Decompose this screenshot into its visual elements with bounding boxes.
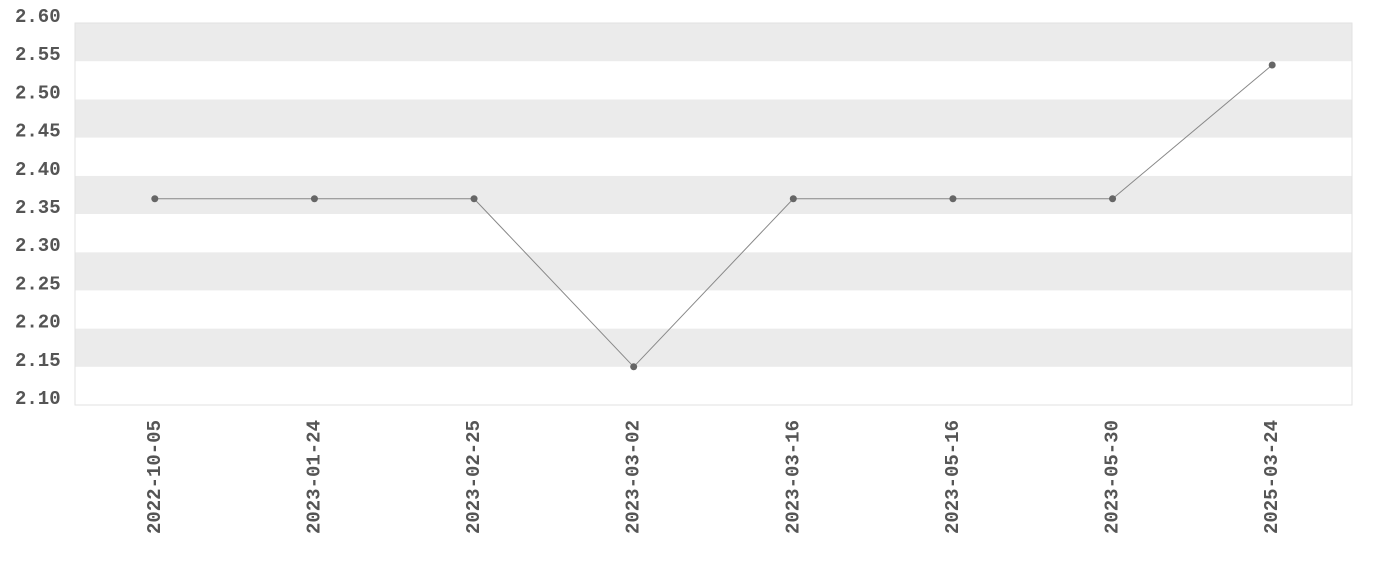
data-point xyxy=(949,195,957,203)
grid-band xyxy=(75,252,1352,291)
x-tick-label: 2023-02-25 xyxy=(463,420,485,534)
y-tick-label: 2.10 xyxy=(15,388,61,410)
data-point xyxy=(470,195,478,203)
x-tick-label: 2023-05-30 xyxy=(1102,420,1124,534)
x-tick-label: 2023-03-02 xyxy=(623,420,645,534)
y-tick-label: 2.45 xyxy=(15,121,61,143)
x-tick-label: 2023-01-24 xyxy=(303,420,325,534)
x-tick-label: 2022-10-05 xyxy=(144,420,166,534)
grid-band xyxy=(75,137,1352,176)
y-tick-label: 2.35 xyxy=(15,197,61,219)
x-tick-label: 2023-05-16 xyxy=(942,420,964,534)
x-tick-label: 2025-03-24 xyxy=(1261,420,1283,534)
y-tick-label: 2.15 xyxy=(15,350,61,372)
data-line xyxy=(154,64,1273,368)
grid-band xyxy=(75,61,1352,100)
plot-frame xyxy=(74,22,1353,406)
data-point xyxy=(789,195,797,203)
y-tick-label: 2.55 xyxy=(15,44,61,66)
grid-band xyxy=(75,366,1352,405)
grid-band xyxy=(75,214,1352,253)
data-point xyxy=(151,195,159,203)
data-point xyxy=(630,363,638,371)
y-tick-label: 2.60 xyxy=(15,6,61,28)
grid-band xyxy=(75,290,1352,329)
y-tick-label: 2.25 xyxy=(15,273,61,295)
y-tick-label: 2.40 xyxy=(15,159,61,181)
grid-band xyxy=(75,175,1352,214)
data-point xyxy=(1109,195,1117,203)
y-tick-label: 2.50 xyxy=(15,82,61,104)
y-tick-label: 2.20 xyxy=(15,312,61,334)
y-tick-label: 2.30 xyxy=(15,235,61,257)
grid-band xyxy=(75,99,1352,138)
data-point xyxy=(310,195,318,203)
grid-band xyxy=(75,23,1352,62)
x-tick-label: 2023-03-16 xyxy=(782,420,804,534)
data-point xyxy=(1268,61,1276,69)
grid-band xyxy=(75,328,1352,367)
